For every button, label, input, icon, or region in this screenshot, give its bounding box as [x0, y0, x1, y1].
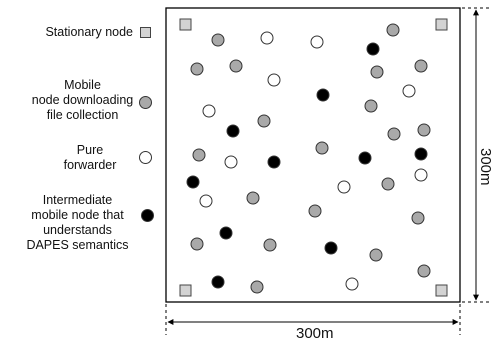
mobile-node	[257, 114, 271, 128]
mobile-node	[211, 33, 225, 47]
intermediate-node	[226, 124, 240, 138]
intermediate-node	[414, 147, 428, 161]
mobile-node	[417, 123, 431, 137]
mobile-node	[387, 127, 401, 141]
intermediate-node	[366, 42, 380, 56]
legend-mobile-line-3: file collection	[46, 108, 119, 122]
mobile-node	[250, 280, 264, 294]
legend-mobile-line-2: node downloading	[31, 93, 134, 107]
deployment-area	[165, 7, 461, 303]
mobile-node	[411, 211, 425, 225]
pure-forwarder-node	[267, 73, 281, 87]
pure-forwarder-node	[337, 180, 351, 194]
intermediate-node	[211, 275, 225, 289]
legend-intermediate-line-4: DAPES semantics	[26, 238, 129, 252]
pure-forwarder-node	[310, 35, 324, 49]
legend-mobile-icon	[139, 96, 152, 109]
height-dimension-label: 300m	[477, 148, 494, 186]
intermediate-node	[358, 151, 372, 165]
legend-mobile-line-1: Mobile	[64, 78, 101, 92]
mobile-node	[370, 65, 384, 79]
mobile-node	[192, 148, 206, 162]
mobile-node	[229, 59, 243, 73]
stationary-node	[179, 18, 192, 31]
legend-intermediate-icon	[141, 209, 154, 222]
stationary-node	[435, 284, 448, 297]
pure-forwarder-node	[402, 84, 416, 98]
mobile-node	[414, 59, 428, 73]
intermediate-node	[267, 155, 281, 169]
pure-forwarder-node	[414, 168, 428, 182]
legend-pure-line-2: forwarder	[63, 158, 117, 172]
mobile-node	[381, 177, 395, 191]
legend-label-pure: Pure forwarder	[40, 143, 140, 173]
legend-intermediate-line-2: mobile node that	[31, 208, 124, 222]
mobile-node	[190, 62, 204, 76]
pure-forwarder-node	[199, 194, 213, 208]
legend-label-mobile: Mobile node downloading file collection	[20, 78, 145, 123]
intermediate-node	[186, 175, 200, 189]
legend-pure-icon	[139, 151, 152, 164]
intermediate-node	[324, 241, 338, 255]
legend-stationary-icon	[140, 27, 151, 38]
mobile-node	[246, 191, 260, 205]
mobile-node	[308, 204, 322, 218]
legend-pure-line-1: Pure	[76, 143, 104, 157]
stationary-node	[435, 18, 448, 31]
pure-forwarder-node	[224, 155, 238, 169]
pure-forwarder-node	[202, 104, 216, 118]
mobile-node	[417, 264, 431, 278]
legend-intermediate-line-1: Intermediate	[42, 193, 113, 207]
mobile-node	[369, 248, 383, 262]
mobile-node	[386, 23, 400, 37]
width-dimension-label: 300m	[296, 325, 334, 342]
pure-forwarder-node	[260, 31, 274, 45]
mobile-node	[315, 141, 329, 155]
mobile-node	[364, 99, 378, 113]
intermediate-node	[219, 226, 233, 240]
legend-label-intermediate: Intermediate mobile node that understand…	[15, 193, 140, 253]
intermediate-node	[316, 88, 330, 102]
mobile-node	[190, 237, 204, 251]
legend-intermediate-line-3: understands	[43, 223, 112, 237]
stationary-node	[179, 284, 192, 297]
legend-label-stationary: Stationary node	[45, 25, 133, 39]
mobile-node	[263, 238, 277, 252]
pure-forwarder-node	[345, 277, 359, 291]
